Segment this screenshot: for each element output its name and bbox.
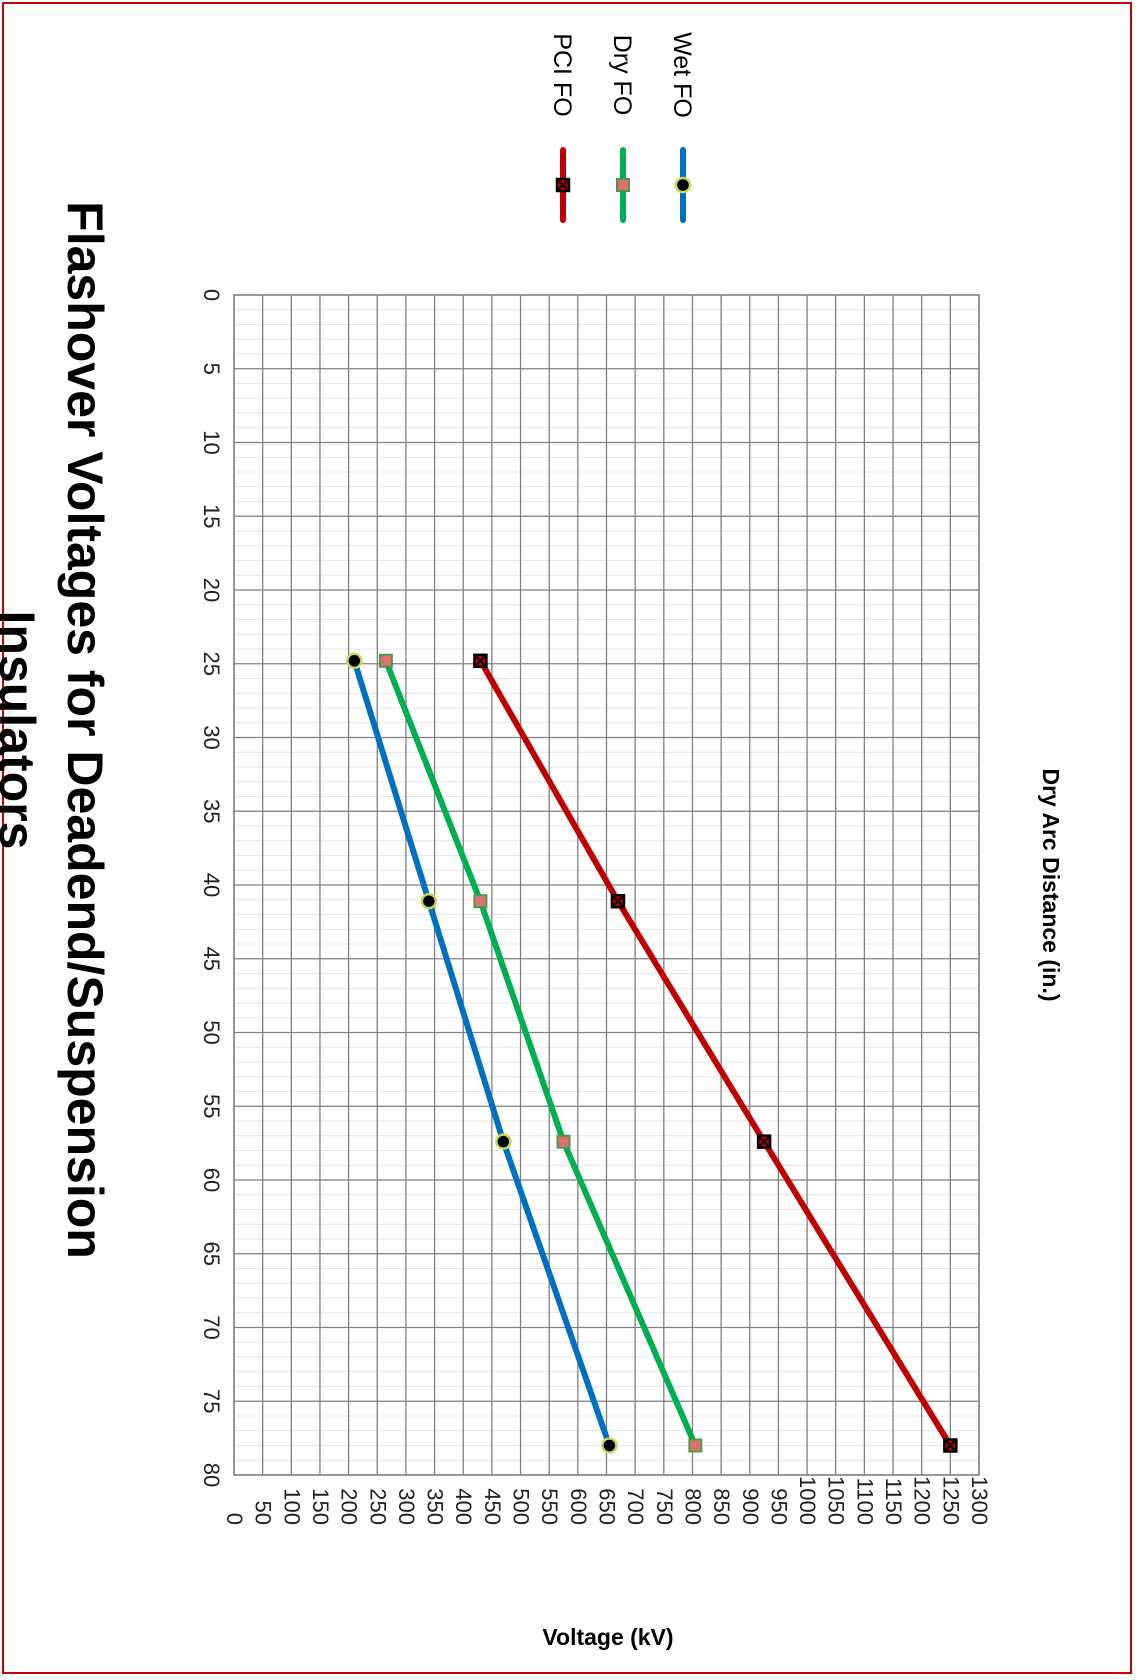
point-marker xyxy=(601,1437,618,1454)
point-marker xyxy=(556,1134,571,1149)
y-tick-label: 850 xyxy=(709,1488,734,1525)
x-tick-label: 50 xyxy=(199,1020,224,1044)
y-tick-label: 250 xyxy=(365,1488,390,1525)
y-tick-label: 950 xyxy=(766,1488,791,1525)
gridlines xyxy=(233,294,980,1476)
x-tick-label: 80 xyxy=(199,1463,224,1487)
y-tick-label: 700 xyxy=(623,1488,648,1525)
legend: PCI FO Dry FO Wet FO xyxy=(548,32,696,223)
y-tick-label: 100 xyxy=(279,1488,304,1525)
x-axis-ticks: 0 5 10 15 20 25 30 35 40 45 50 55 60 65 70 75 80 xyxy=(199,289,224,1487)
series-wet-fo xyxy=(346,652,618,1454)
y-tick-label: 800 xyxy=(680,1488,705,1525)
y-tick-label: 200 xyxy=(337,1488,362,1525)
legend-label: PCI FO xyxy=(548,33,576,116)
chart-title-line2: Insulators xyxy=(0,611,45,850)
point-marker xyxy=(674,176,692,194)
x-tick-label: 55 xyxy=(199,1094,224,1118)
x-tick-label: 25 xyxy=(199,652,224,676)
series-line xyxy=(477,657,954,1449)
point-marker xyxy=(346,652,363,670)
y-tick-label: 1300 xyxy=(967,1476,992,1525)
point-marker-cross xyxy=(943,1438,958,1453)
y-tick-label: 300 xyxy=(394,1488,419,1525)
x-tick-label: 65 xyxy=(199,1242,224,1266)
y-tick-label: 0 xyxy=(222,1513,247,1525)
series-dry-fo xyxy=(378,653,703,1453)
point-marker xyxy=(420,892,438,910)
legend-item: PCI FO xyxy=(548,33,576,223)
y-tick-label: 1250 xyxy=(938,1476,963,1525)
x-tick-label: 60 xyxy=(199,1168,224,1192)
series-group xyxy=(346,652,958,1454)
x-tick-label: 30 xyxy=(199,725,224,749)
point-marker xyxy=(688,1438,703,1453)
y-tick-label: 650 xyxy=(595,1488,620,1525)
y-tick-label: 400 xyxy=(451,1488,476,1525)
x-axis-label: Dry Arc Distance (in.) xyxy=(1038,768,1064,1001)
x-tick-label: 20 xyxy=(199,578,224,602)
y-tick-label: 1150 xyxy=(881,1478,906,1525)
point-marker xyxy=(495,1133,512,1150)
x-tick-label: 15 xyxy=(199,504,224,528)
y-tick-label: 50 xyxy=(251,1501,276,1525)
y-tick-label: 500 xyxy=(509,1488,534,1525)
y-tick-label: 1100 xyxy=(852,1478,877,1525)
x-tick-label: 75 xyxy=(199,1389,224,1413)
x-tick-label: 70 xyxy=(199,1315,224,1339)
point-marker-cross xyxy=(757,1134,771,1149)
point-marker xyxy=(473,894,488,909)
y-tick-label: 900 xyxy=(738,1488,763,1525)
legend-item: Wet FO xyxy=(668,32,696,223)
series-line xyxy=(382,657,699,1449)
y-axis-ticks: 0 50 100 150 200 250 300 350 400 450 500 550 600 650 7… xyxy=(222,1476,992,1525)
series-pci-fo xyxy=(473,653,958,1453)
y-tick-label: 1050 xyxy=(824,1476,849,1525)
y-tick-label: 600 xyxy=(566,1488,591,1525)
series-line xyxy=(351,657,613,1449)
point-marker-cross xyxy=(611,894,625,908)
y-axis-label: Voltage (kV) xyxy=(542,1624,673,1650)
y-tick-label: 1000 xyxy=(795,1476,820,1525)
point-marker-cross xyxy=(473,654,488,668)
x-tick-label: 5 xyxy=(199,363,224,375)
x-tick-label: 35 xyxy=(199,799,224,823)
point-marker xyxy=(616,178,630,192)
y-tick-label: 550 xyxy=(537,1488,562,1525)
y-tick-label: 450 xyxy=(480,1488,505,1525)
x-tick-label: 0 xyxy=(199,289,224,301)
x-tick-label: 40 xyxy=(199,873,224,897)
plot-area xyxy=(233,294,980,1476)
y-tick-label: 750 xyxy=(652,1488,677,1525)
point-marker-cross xyxy=(556,178,570,192)
y-tick-label: 150 xyxy=(308,1488,333,1525)
x-tick-label: 10 xyxy=(199,430,224,454)
chart-title-line1: Flashover Voltages for Deadend/Suspensio… xyxy=(57,201,113,1259)
y-tick-label: 1200 xyxy=(910,1476,935,1525)
y-tick-label: 350 xyxy=(423,1488,448,1525)
legend-label: Wet FO xyxy=(668,32,696,118)
x-tick-label: 45 xyxy=(199,947,224,971)
point-marker xyxy=(378,653,393,668)
legend-label: Dry FO xyxy=(608,35,636,116)
legend-item: Dry FO xyxy=(608,35,636,223)
